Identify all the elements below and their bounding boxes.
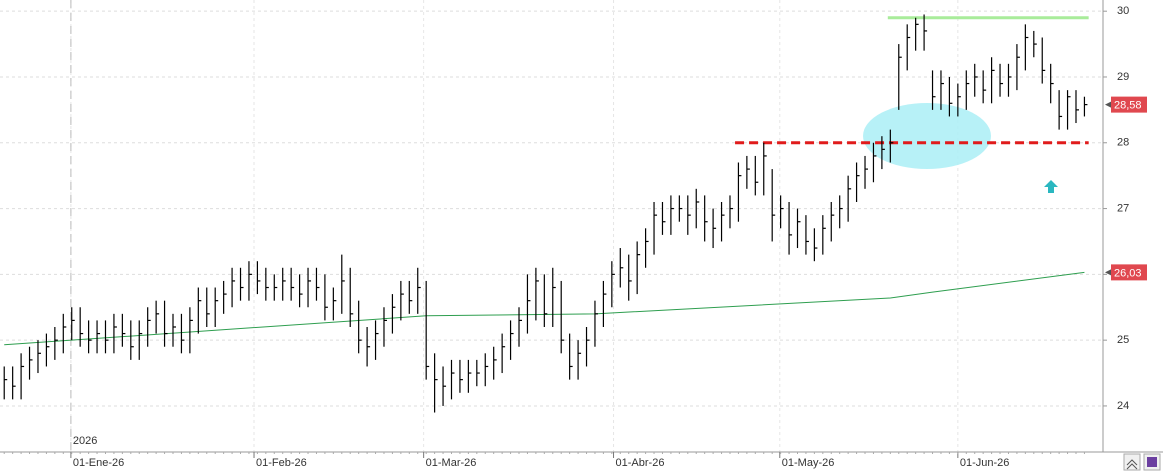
save-icon	[1147, 457, 1157, 467]
ma-price-pointer	[1105, 269, 1111, 276]
last-price-label: 28,58	[1114, 100, 1142, 112]
x-tick-label: 01-Feb-26	[256, 457, 307, 469]
moving-average	[4, 271, 1085, 346]
scroll-button[interactable]	[1123, 453, 1141, 471]
y-tick-label: 30	[1117, 5, 1129, 17]
y-tick-label: 29	[1117, 71, 1129, 83]
y-tick-label: 28	[1117, 137, 1129, 149]
ma-price-label: 26,03	[1114, 267, 1142, 279]
y-tick-label: 25	[1117, 334, 1129, 346]
arrow-icon	[1044, 180, 1058, 193]
y-tick-label: 27	[1117, 202, 1129, 214]
x-tick-label: 01-Mar-26	[426, 457, 477, 469]
ma-price-box	[1111, 264, 1147, 281]
last-price-box	[1111, 96, 1147, 113]
scroll-icon	[1126, 459, 1138, 470]
x-tick-label: 01-Abr-26	[616, 457, 665, 469]
x-tick-label: 01-Ene-26	[73, 457, 124, 469]
highlight-ellipse	[863, 103, 991, 169]
x-tick-label: 01-Jun-26	[960, 457, 1010, 469]
x-tick-label: 01-May-26	[782, 457, 835, 469]
year-label: 2026	[73, 435, 97, 447]
last-price-pointer	[1105, 101, 1111, 108]
y-tick-label: 24	[1117, 400, 1129, 412]
